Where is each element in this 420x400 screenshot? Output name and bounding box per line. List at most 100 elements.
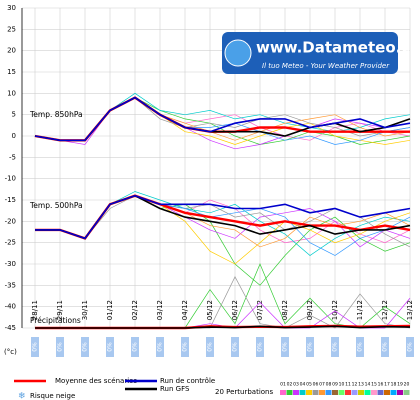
snow-risk-cell [31,337,39,357]
series-line [35,194,411,240]
perturbation-id: 02 [287,382,293,388]
snow-risk-cell [231,337,239,357]
snow-risk-label: 0% [257,342,264,352]
perturbation-swatch [286,390,293,395]
perturbation-swatch [319,390,325,395]
perturbation-swatch [325,390,332,395]
x-tick-label: 07/12 [256,300,264,320]
perturbation-id: 19 [397,382,403,388]
panel-label: Temp. 500hPa [29,201,83,210]
y-axis-label: (°c) [4,348,17,356]
perturbation-swatch [312,390,319,395]
x-tick-label: 10/12 [331,300,339,320]
perturbation-id: 01 [280,382,286,388]
legend-label: Risque neige [30,392,75,400]
x-tick-label: 05/12 [206,300,214,320]
snow-risk-cell [206,337,214,357]
x-tick-label: 01/12 [106,300,114,320]
perturbation-id: 15 [371,382,377,388]
y-tick-label: 0 [12,132,16,140]
y-tick-label: -5 [9,153,16,161]
perturbation-id: 13 [358,382,364,388]
snow-risk-label: 0% [282,342,289,352]
perturbation-id: 09 [332,382,338,388]
x-tick-label: 13/12 [406,300,414,320]
snow-risk-label: 0% [382,342,389,352]
x-tick-label: 12/12 [381,300,389,320]
y-tick-label: -45 [5,324,16,332]
perturbation-id: 03 [293,382,299,388]
snow-risk-cell [81,337,89,357]
x-tick-label: 08/12 [281,300,289,320]
perturbation-id: 05 [306,382,312,388]
perturbation-swatch [293,390,299,395]
perturbation-swatch [371,390,377,395]
snow-risk-label: 0% [307,342,314,352]
snow-risk-cell [381,337,389,357]
legend-label: Run GFS [160,385,190,393]
snow-risk-cell [281,337,289,357]
perturbation-id: 16 [378,382,384,388]
perturbation-swatch [377,390,384,395]
x-tick-label: 09/12 [306,300,314,320]
perturbation-swatch [332,390,338,395]
y-tick-label: -10 [5,175,16,183]
snow-risk-label: 0% [82,342,89,352]
y-tick-label: 10 [7,89,16,97]
y-tick-label: -15 [5,196,16,204]
x-tick-label: 29/11 [56,300,64,320]
y-tick-label: -20 [5,217,16,225]
snow-risk-cell [356,337,364,357]
perturbation-swatch [364,390,371,395]
x-tick-label: 04/12 [181,300,189,320]
y-tick-label: 30 [7,4,16,12]
logo-globe [224,39,252,67]
snow-risk-cell [156,337,164,357]
logo-tagline: Il tuo Meteo - Your Weather Provider [262,62,390,70]
x-tick-label: 28/11 [31,300,39,320]
snow-risk-label: 0% [157,342,164,352]
snow-icon: ❄ [18,392,26,400]
logo-text: www.Datameteo.com [256,39,420,57]
snow-risk-cell [406,337,414,357]
y-tick-label: 20 [7,47,16,55]
snow-risk-label: 0% [107,342,114,352]
perturbation-swatch [345,390,351,395]
perturbation-id: 18 [391,382,397,388]
snow-risk-label: 0% [32,342,39,352]
snow-risk-label: 0% [232,342,239,352]
perturbation-id: 20 [404,382,410,388]
x-tick-label: 06/12 [231,300,239,320]
snow-risk-label: 0% [357,342,364,352]
logo: www.Datameteo.com Il tuo Meteo - Your We… [222,32,420,74]
snow-risk-cell [106,337,114,357]
perturbation-id: 10 [339,382,345,388]
perturbation-id: 12 [352,382,358,388]
y-tick-label: -25 [5,239,16,247]
y-tick-label: 5 [12,111,16,119]
snow-risk-cell [56,337,64,357]
y-tick-label: -40 [5,303,16,311]
y-tick-label: -30 [5,260,16,268]
y-tick-label: 15 [7,68,16,76]
series-line [35,325,411,329]
snow-risk-label: 0% [207,342,214,352]
snow-risk-cell [331,337,339,357]
legend-label: 20 Perturbations [215,388,273,396]
perturbation-id: 08 [326,382,332,388]
perturbation-swatch [299,390,306,395]
perturbation-swatch [390,390,397,395]
panel-label: Temp. 850hPa [29,110,83,119]
legend-label: Moyenne des scénarios [55,377,137,385]
perturbation-swatch [397,390,403,395]
perturbation-id: 17 [384,382,390,388]
y-tick-label: 25 [7,25,16,33]
x-tick-label: 11/12 [356,300,364,320]
logo-box [222,32,398,74]
perturbation-swatch [338,390,345,395]
panel-label: Précipitations [30,316,81,325]
perturbation-swatch [358,390,364,395]
series-line [34,96,411,142]
perturbation-id: 11 [345,382,351,388]
